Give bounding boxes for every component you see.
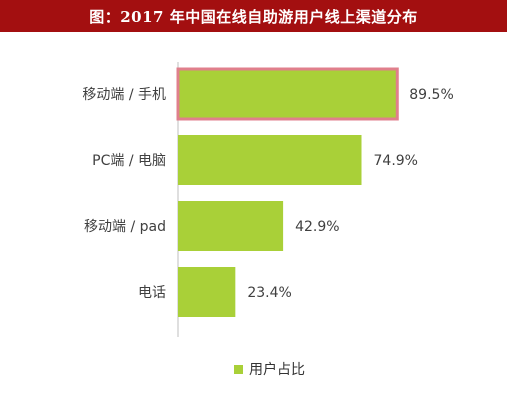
value-label: 42.9%	[295, 219, 339, 235]
bar	[178, 135, 362, 185]
legend: 用户占比	[234, 359, 305, 379]
bar	[178, 267, 236, 317]
bar	[178, 201, 284, 251]
bar	[176, 67, 399, 121]
category-label: PC端 / 电脑	[92, 153, 166, 169]
value-label: 74.9%	[374, 153, 418, 169]
chart-area: 移动端 / 手机 89.5% PC端 / 电脑 74.9% 移动端 / pad 42.9%…	[0, 32, 507, 404]
category-label: 移动端 / pad	[84, 219, 166, 235]
value-label: 23.4%	[247, 285, 291, 301]
bar-chart: 移动端 / 手机 89.5% PC端 / 电脑 74.9% 移动端 / pad 42.9%…	[82, 62, 454, 337]
legend-swatch	[234, 364, 243, 374]
chart-title: 图：2017 年中国在线自助游用户线上渠道分布	[0, 0, 507, 32]
category-label: 电话	[138, 285, 166, 301]
value-label: 89.5%	[409, 87, 453, 103]
category-label: 移动端 / 手机	[82, 87, 166, 103]
legend-label: 用户占比	[249, 362, 305, 378]
